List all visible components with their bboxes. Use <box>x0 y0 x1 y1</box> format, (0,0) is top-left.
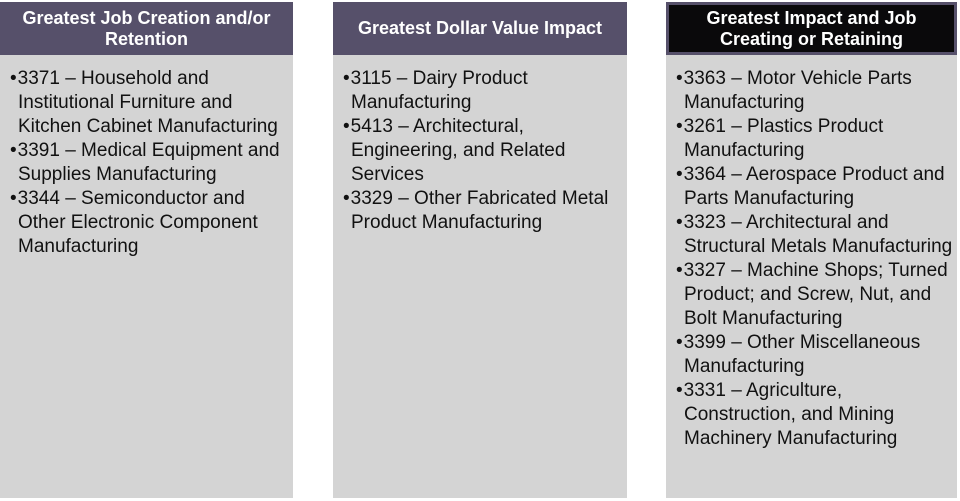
list-item: •5413 – Architectural, Engineering, and … <box>343 115 623 187</box>
list-item-text: 3391 – Medical Equipment and Supplies Ma… <box>17 140 280 185</box>
list-item-text: 3399 – Other Miscellaneous Manufacturing <box>683 332 921 377</box>
list-item-text: 3363 – Motor Vehicle Parts Manufacturing <box>683 68 912 113</box>
column-body-dollar-value: •3115 – Dairy Product Manufacturing •5413… <box>333 55 627 498</box>
list-item: •3329 – Other Fabricated Metal Product M… <box>343 187 623 235</box>
bullet-icon: • <box>676 212 683 233</box>
bullet-icon: • <box>343 116 350 137</box>
list-item-text: 3323 – Architectural and Structural Meta… <box>683 212 953 257</box>
list-item: •3327 – Machine Shops; Turned Product; a… <box>676 259 953 331</box>
list-item-text: 5413 – Architectural, Engineering, and R… <box>350 116 566 185</box>
column-job-creation: Greatest Job Creation and/or Retention •… <box>0 2 293 498</box>
bullet-icon: • <box>676 260 683 281</box>
bullet-icon: • <box>676 68 683 89</box>
list-item: •3363 – Motor Vehicle Parts Manufacturin… <box>676 67 953 115</box>
list-item-text: 3371 – Household and Institutional Furni… <box>17 68 278 137</box>
bullet-icon: • <box>676 380 683 401</box>
column-header-text: Greatest Dollar Value Impact <box>357 18 603 38</box>
list-item: •3371 – Household and Institutional Furn… <box>10 67 289 139</box>
bullet-icon: • <box>10 188 17 209</box>
bullet-icon: • <box>343 68 350 89</box>
column-header-job-creation: Greatest Job Creation and/or Retention <box>0 2 293 55</box>
bullet-icon: • <box>10 140 17 161</box>
bullet-icon: • <box>343 188 350 209</box>
column-header-impact-and-jobs: Greatest Impact and Job Creating or Reta… <box>666 2 957 55</box>
bullet-icon: • <box>10 68 17 89</box>
list-item: •3391 – Medical Equipment and Supplies M… <box>10 139 289 187</box>
list-item: •3331 – Agriculture, Construction, and M… <box>676 379 953 451</box>
list-item: •3261 – Plastics Product Manufacturing <box>676 115 953 163</box>
column-body-job-creation: •3371 – Household and Institutional Furn… <box>0 55 293 498</box>
column-body-impact-and-jobs: •3363 – Motor Vehicle Parts Manufacturin… <box>666 55 957 498</box>
bullet-icon: • <box>676 332 683 353</box>
list-item: •3399 – Other Miscellaneous Manufacturin… <box>676 331 953 379</box>
bullet-icon: • <box>676 116 683 137</box>
column-header-dollar-value: Greatest Dollar Value Impact <box>333 2 627 55</box>
list-item-text: 3327 – Machine Shops; Turned Product; an… <box>683 260 948 329</box>
bullet-icon: • <box>676 164 683 185</box>
list-item-text: 3261 – Plastics Product Manufacturing <box>683 116 884 161</box>
list-item-text: 3344 – Semiconductor and Other Electroni… <box>17 188 258 257</box>
column-dollar-value: Greatest Dollar Value Impact •3115 – Dai… <box>333 2 627 498</box>
list-item-text: 3331 – Agriculture, Construction, and Mi… <box>683 380 898 449</box>
column-header-text: Greatest Impact and Job Creating or Reta… <box>706 7 917 49</box>
list-item-text: 3364 – Aerospace Product and Parts Manuf… <box>683 164 945 209</box>
list-item-text: 3329 – Other Fabricated Metal Product Ma… <box>350 188 609 233</box>
list-item: •3364 – Aerospace Product and Parts Manu… <box>676 163 953 211</box>
list-item: •3115 – Dairy Product Manufacturing <box>343 67 623 115</box>
column-impact-and-jobs: Greatest Impact and Job Creating or Reta… <box>666 2 957 498</box>
list-item: •3344 – Semiconductor and Other Electron… <box>10 187 289 259</box>
list-item-text: 3115 – Dairy Product Manufacturing <box>350 68 528 113</box>
list-item: •3323 – Architectural and Structural Met… <box>676 211 953 259</box>
column-header-text: Greatest Job Creation and/or Retention <box>22 7 271 49</box>
